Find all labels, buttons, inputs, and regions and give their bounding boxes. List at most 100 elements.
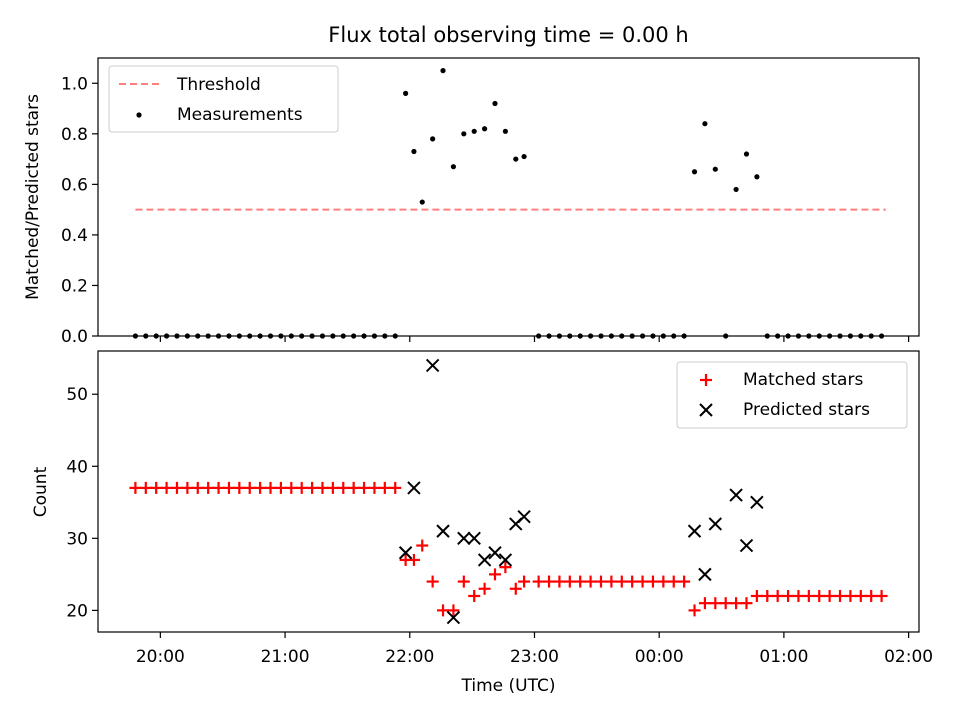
matched-star-point xyxy=(337,481,350,494)
measurement-point xyxy=(702,121,708,127)
bottom-xtick-label: 22:00 xyxy=(385,647,434,667)
top-ytick-label: 1.0 xyxy=(61,74,88,94)
predicted-star-point xyxy=(398,546,413,560)
bottom-xtick-label: 20:00 xyxy=(136,647,185,667)
predicted-star-point xyxy=(457,531,471,546)
matched-star-point xyxy=(823,589,836,602)
measurement-point xyxy=(461,131,467,137)
matched-star-point xyxy=(543,575,556,588)
measurement-point xyxy=(712,166,718,172)
matched-star-point xyxy=(437,604,450,617)
matched-star-point xyxy=(782,589,795,602)
matched-star-point xyxy=(594,575,607,588)
matched-star-point xyxy=(709,597,722,610)
measurement-point xyxy=(754,174,760,180)
matched-star-point xyxy=(844,589,857,602)
matched-star-point xyxy=(254,481,267,494)
matched-star-point xyxy=(468,589,481,602)
predicted-star-point xyxy=(750,495,764,510)
matched-star-point xyxy=(347,481,360,494)
predicted-star-point xyxy=(436,524,450,538)
matched-star-point xyxy=(509,582,522,595)
figure-title: Flux total observing time = 0.00 h xyxy=(328,23,688,47)
top-ticks-layer: 0.0 0.2 0.4 0.6 0.8 1.0 xyxy=(61,74,910,347)
matched-star-point xyxy=(295,481,308,494)
matched-star-point xyxy=(378,481,391,494)
measurement-point xyxy=(481,126,488,132)
matched-star-point xyxy=(584,575,597,588)
bottom-plot: 20 30 40 50 20:00 21:00 22:00 23:00 00:00 01:00 02… xyxy=(31,350,933,696)
matched-star-point xyxy=(316,481,329,494)
matched-star-point xyxy=(813,589,826,602)
top-plot: 0.0 0.2 0.4 0.6 0.8 1.0 Matched/Predicted sta… xyxy=(23,57,920,347)
predicted-star-point xyxy=(498,553,513,567)
predicted-star-point xyxy=(708,517,723,531)
measurement-point xyxy=(403,90,409,96)
matched-star-point xyxy=(657,575,670,588)
matched-star-point xyxy=(834,589,847,602)
bottom-ytick-label: 20 xyxy=(66,601,88,621)
legend-measurements-label: Measurements xyxy=(177,105,303,125)
legend-predicted-label: Predicted stars xyxy=(743,400,870,420)
matched-star-point xyxy=(457,575,470,588)
matched-star-point xyxy=(326,481,339,494)
matched-star-point xyxy=(553,575,566,588)
bottom-xtick-label: 02:00 xyxy=(884,647,933,667)
matched-star-point xyxy=(181,481,194,494)
matched-star-point xyxy=(698,597,711,610)
predicted-star-point xyxy=(425,358,440,373)
measurement-point xyxy=(419,199,425,205)
measurement-point xyxy=(743,151,750,157)
matched-star-point xyxy=(626,575,639,588)
top-ytick-label: 0.2 xyxy=(61,276,88,296)
predicted-star-point xyxy=(488,546,502,560)
bottom-data-layer xyxy=(129,358,888,625)
matched-star-point xyxy=(243,481,256,494)
matched-star-point xyxy=(574,575,587,588)
matched-star-point xyxy=(750,589,763,602)
bottom-xlabel: Time (UTC) xyxy=(461,676,556,696)
bottom-ytick-label: 30 xyxy=(66,529,88,549)
top-ytick-label: 0.4 xyxy=(61,226,88,246)
matched-star-point xyxy=(488,568,501,581)
measurement-point xyxy=(691,169,698,175)
matched-star-point xyxy=(222,481,235,494)
matched-star-point xyxy=(792,589,805,602)
matched-star-point xyxy=(875,589,888,602)
matched-star-point xyxy=(688,604,701,617)
matched-star-point xyxy=(678,575,691,588)
predicted-star-point xyxy=(698,567,712,582)
matched-star-point xyxy=(416,539,429,552)
matched-star-point xyxy=(426,575,439,588)
matched-star-point xyxy=(389,481,402,494)
predicted-star-point xyxy=(729,488,743,502)
matched-star-point xyxy=(264,481,277,494)
top-ylabel: Matched/Predicted stars xyxy=(23,94,43,300)
matched-star-point xyxy=(285,481,298,494)
top-legend-box xyxy=(108,65,339,133)
matched-star-point xyxy=(150,481,163,494)
measurement-point xyxy=(502,128,508,134)
predicted-star-point xyxy=(739,538,754,553)
matched-star-point xyxy=(358,481,371,494)
predicted-star-point xyxy=(407,481,421,495)
bottom-ylabel: Count xyxy=(31,466,51,517)
matched-star-point xyxy=(646,575,659,588)
matched-star-point xyxy=(407,553,420,566)
legend-predicted-swatch xyxy=(699,403,713,417)
matched-star-point xyxy=(191,481,204,494)
legend-matched-label: Matched stars xyxy=(743,370,863,390)
bottom-xtick-label: 23:00 xyxy=(510,647,559,667)
legend-threshold-label: Threshold xyxy=(176,75,261,95)
predicted-star-point xyxy=(687,524,702,538)
bottom-ytick-label: 40 xyxy=(66,457,88,477)
matched-star-point xyxy=(368,481,381,494)
bottom-xtick-label: 01:00 xyxy=(759,647,808,667)
top-legend: Threshold Measurements xyxy=(108,65,339,133)
measurement-point xyxy=(411,148,417,155)
measurement-point xyxy=(430,136,436,142)
top-ytick-label: 0.8 xyxy=(61,125,88,145)
measurement-point xyxy=(492,100,498,107)
measurement-point xyxy=(471,128,477,134)
bottom-legend-box xyxy=(676,361,908,429)
